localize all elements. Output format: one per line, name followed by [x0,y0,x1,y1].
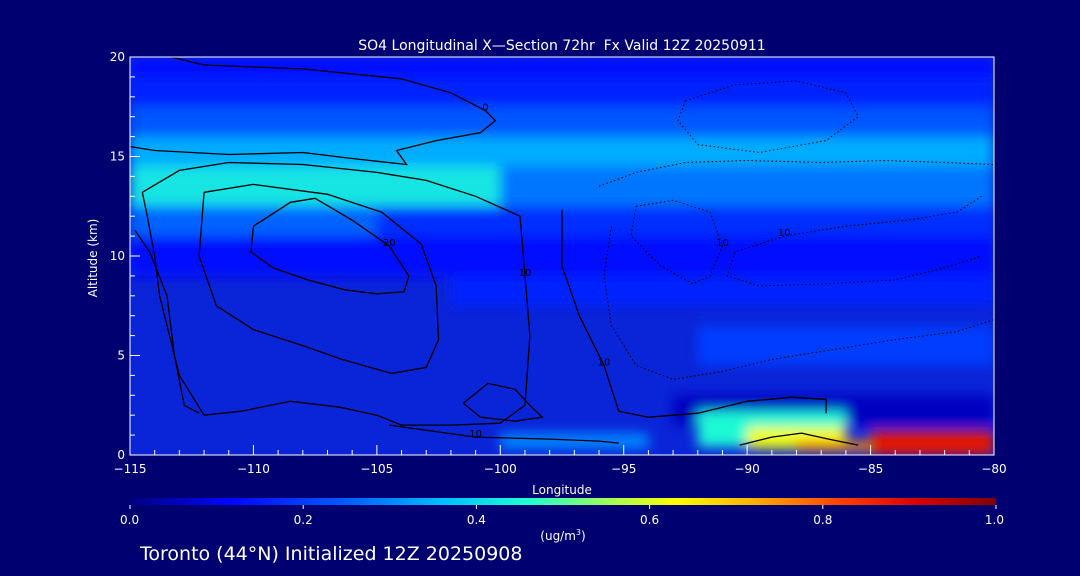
contour-line [130,57,497,166]
chart-title: SO4 Longitudinal X—Section 72hr Fx Valid… [358,38,765,54]
x-tick-label: −110 [237,462,270,476]
y-tick-label: 0 [117,448,125,462]
y-axis-label: Altitude (km) [86,219,100,298]
contour-line [739,432,859,446]
contour-label: 20 [383,238,396,249]
concentration-cell [130,76,994,107]
concentration-cell [796,441,871,452]
colorbar-tick-label: 0.2 [294,513,313,527]
negative-contour-line [598,159,994,187]
negative-contour-line [630,199,724,285]
x-axis-label: Longitude [532,483,592,497]
y-tick-label: 5 [117,349,125,363]
contour-line [134,229,200,414]
x-tick-label: −90 [734,462,759,476]
x-tick-label: −100 [484,462,517,476]
contour-label: 0 [482,103,488,114]
contour-lines: 0 10 20 10 10 10 10 [130,57,994,446]
negative-contour-line [726,195,982,287]
negative-contour-line [677,80,859,154]
contour-label: 10 [778,228,791,239]
colorbar-unit-label: (ug/m3) [540,528,585,543]
contour-line [561,210,827,418]
footer-caption: Toronto (44°N) Initialized 12Z 20250908 [140,543,523,565]
contour-line [389,424,619,444]
x-tick-label: −115 [114,462,147,476]
concentration-cell [130,166,501,207]
colorbar [130,498,996,505]
contour-label: 10 [469,429,482,440]
colorbar-ticks: 0.0 0.2 0.4 0.6 0.8 1.0 [120,505,1004,527]
concentration-cell [130,106,994,137]
colorbar-tick-label: 0.0 [120,513,139,527]
concentration-cell [130,57,994,77]
colorbar-tick-label: 0.6 [640,513,659,527]
concentration-cell [376,206,994,237]
concentration-cell [450,275,994,306]
x-tick-label: −85 [858,462,883,476]
contour-line [250,197,410,295]
colorbar-tick-label: 0.4 [467,513,486,527]
concentration-cell [500,433,649,450]
negative-contour-line [603,226,994,380]
y-tick-label: 10 [110,249,125,263]
x-axis: −115 −110 −105 −100 −95 −90 −85 −80 [114,445,1007,476]
concentration-field [130,57,994,455]
concentration-cell [130,136,994,167]
concentration-cell [500,166,994,207]
y-axis: 0 5 10 15 20 [110,50,140,462]
contour-line [462,382,544,422]
contour-label: 10 [716,238,729,249]
x-tick-label: −80 [981,462,1006,476]
x-tick-label: −105 [360,462,393,476]
colorbar-tick-label: 0.8 [813,513,832,527]
x-tick-label: −95 [611,462,636,476]
concentration-cell [697,325,994,366]
contour-label: 10 [598,357,611,368]
contour-line [198,183,440,375]
colorbar-tick-label: 1.0 [985,513,1004,527]
y-tick-label: 15 [110,150,125,164]
contour-label: 10 [519,268,532,279]
concentration-cell [870,431,994,455]
y-tick-label: 20 [110,50,125,64]
